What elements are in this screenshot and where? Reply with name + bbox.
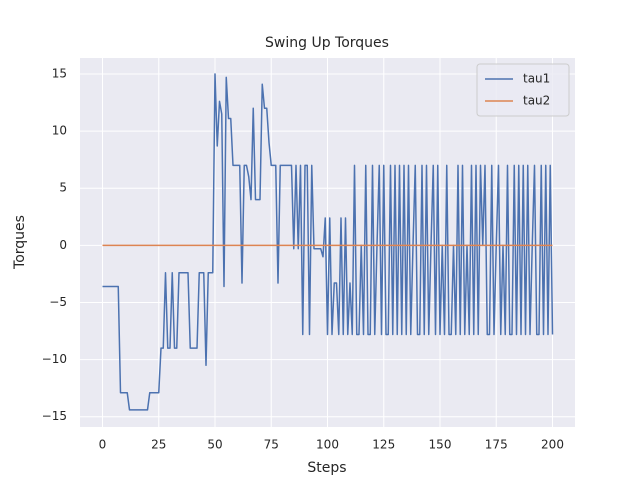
y-tick-label: 15 bbox=[52, 66, 67, 80]
line-series bbox=[102, 73, 554, 411]
x-tick-label: 175 bbox=[485, 438, 508, 452]
y-axis-label: Torques bbox=[12, 215, 28, 270]
x-tick-label: 150 bbox=[429, 438, 452, 452]
chart-title: Swing Up Torques bbox=[265, 35, 389, 51]
legend: tau1 tau2 bbox=[476, 63, 570, 117]
y-tick-label: 0 bbox=[59, 238, 67, 252]
x-tick-label: 0 bbox=[99, 438, 107, 452]
y-tick-label: −5 bbox=[49, 295, 67, 309]
legend-label: tau1 bbox=[523, 72, 550, 86]
x-tick-label: 75 bbox=[264, 438, 279, 452]
legend-box bbox=[476, 63, 570, 117]
y-tick-label: 10 bbox=[52, 124, 67, 138]
x-tick-label: 25 bbox=[151, 438, 166, 452]
y-tick-label: −10 bbox=[42, 352, 67, 366]
x-tick-label: 125 bbox=[372, 438, 395, 452]
y-tick-label: −15 bbox=[42, 409, 67, 423]
x-tick-label: 100 bbox=[316, 438, 339, 452]
x-tick-label: 200 bbox=[541, 438, 564, 452]
x-axis-label: Steps bbox=[307, 460, 346, 476]
legend-label: tau2 bbox=[523, 94, 550, 108]
x-tick-label: 50 bbox=[207, 438, 222, 452]
y-tick-label: 5 bbox=[59, 181, 67, 195]
